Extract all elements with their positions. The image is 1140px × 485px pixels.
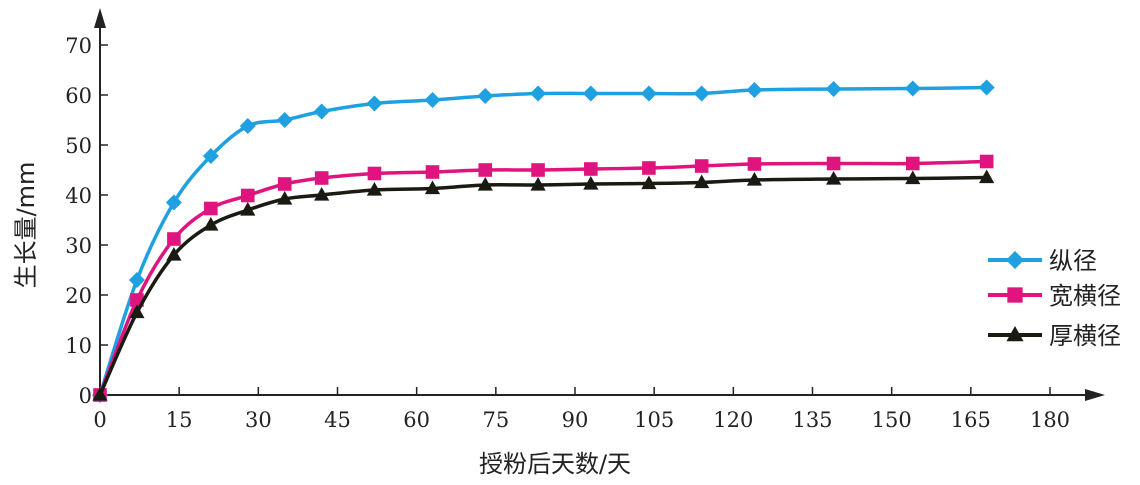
data-point <box>202 148 219 164</box>
data-point <box>92 387 108 401</box>
x-axis-arrow <box>1085 389 1105 401</box>
data-point <box>826 171 842 185</box>
legend: 纵径 宽横径 厚横径 <box>988 247 1121 350</box>
data-point <box>979 154 994 169</box>
data-point <box>129 304 145 319</box>
y-tick-label: 20 <box>65 284 92 308</box>
data-point <box>314 187 330 201</box>
data-point <box>366 182 383 196</box>
data-point <box>693 85 710 102</box>
data-point <box>165 194 182 211</box>
x-tick-label: 30 <box>245 408 272 432</box>
legend-label: 厚横径 <box>1049 322 1121 350</box>
series-line <box>98 175 987 396</box>
data-point <box>694 174 710 189</box>
legend-marker-diamond-icon <box>1006 251 1024 269</box>
x-tick-label: 60 <box>403 408 430 432</box>
data-point <box>905 156 920 171</box>
data-point <box>530 85 547 102</box>
data-point <box>583 176 599 190</box>
y-tick-label: 30 <box>65 234 92 258</box>
y-tick-label: 0 <box>79 384 92 408</box>
y-tick-label: 60 <box>65 84 92 108</box>
x-tick-label: 150 <box>872 408 912 432</box>
x-tick-label: 90 <box>562 408 589 432</box>
legend-marker-triangle-icon <box>1006 326 1024 342</box>
axes <box>94 8 1105 401</box>
data-point <box>367 166 382 181</box>
data-point <box>314 171 329 185</box>
series-宽横径 <box>93 154 994 402</box>
series-纵径 <box>92 79 995 403</box>
data-point <box>905 170 921 185</box>
series-厚横径 <box>92 169 995 401</box>
data-point <box>978 79 995 96</box>
x-tick-label: 165 <box>951 408 991 432</box>
data-point <box>277 191 293 205</box>
legend-item-厚横径: 厚横径 <box>988 322 1121 350</box>
legend-marker-square-icon <box>1007 287 1023 303</box>
legend-item-纵径: 纵径 <box>988 247 1097 275</box>
data-point <box>979 169 995 184</box>
data-point <box>313 103 330 120</box>
x-tick-label: 45 <box>324 408 351 432</box>
data-point <box>240 202 256 216</box>
data-point <box>128 272 145 288</box>
legend-label: 宽横径 <box>1049 282 1121 310</box>
data-point <box>478 163 493 177</box>
x-tick-label: 135 <box>792 408 832 432</box>
series-line <box>98 159 987 396</box>
data-point <box>166 247 182 261</box>
data-point <box>531 163 545 177</box>
data-point <box>640 85 657 102</box>
x-tick-label: 0 <box>93 408 106 432</box>
data-point <box>204 201 218 216</box>
data-point <box>366 95 383 112</box>
y-tick-label: 70 <box>65 34 92 58</box>
data-point <box>904 80 921 97</box>
x-axis-title: 授粉后天数/天 <box>479 450 631 478</box>
y-axis-title: 生长量/mm <box>12 162 40 289</box>
data-point <box>746 172 763 186</box>
data-point <box>826 156 841 171</box>
data-point <box>424 92 441 108</box>
data-point <box>694 159 709 173</box>
data-point <box>276 112 293 128</box>
data-point <box>239 118 256 134</box>
data-point <box>825 81 842 97</box>
y-tick-label: 40 <box>65 184 92 208</box>
data-point <box>277 177 292 191</box>
y-tick-label: 10 <box>65 334 92 358</box>
x-tick-label: 105 <box>634 408 674 432</box>
data-point <box>641 175 657 190</box>
ticks: 0 15 30 45 60 75 90 105 120 135 150 165 180 0 10 20 30 40… <box>65 34 1070 432</box>
data-point <box>582 85 599 102</box>
data-point <box>530 177 546 191</box>
data-point <box>477 177 493 191</box>
data-point <box>240 188 255 203</box>
data-point <box>642 161 656 175</box>
x-tick-label: 15 <box>166 408 193 432</box>
legend-label: 纵径 <box>1049 247 1097 275</box>
y-axis-arrow <box>94 8 106 28</box>
series-line <box>98 85 987 396</box>
x-tick-label: 75 <box>482 408 509 432</box>
data-point <box>203 217 219 231</box>
data-point <box>424 180 441 195</box>
legend-item-宽横径: 宽横径 <box>988 282 1121 310</box>
data-point <box>584 162 598 176</box>
x-tick-label: 180 <box>1030 408 1070 432</box>
data-point <box>477 88 494 104</box>
series-layer <box>92 79 995 403</box>
data-point <box>747 157 762 171</box>
x-tick-label: 120 <box>713 408 753 432</box>
y-tick-label: 50 <box>65 134 92 158</box>
data-point <box>425 165 440 179</box>
data-point <box>167 232 181 246</box>
data-point <box>746 82 763 98</box>
